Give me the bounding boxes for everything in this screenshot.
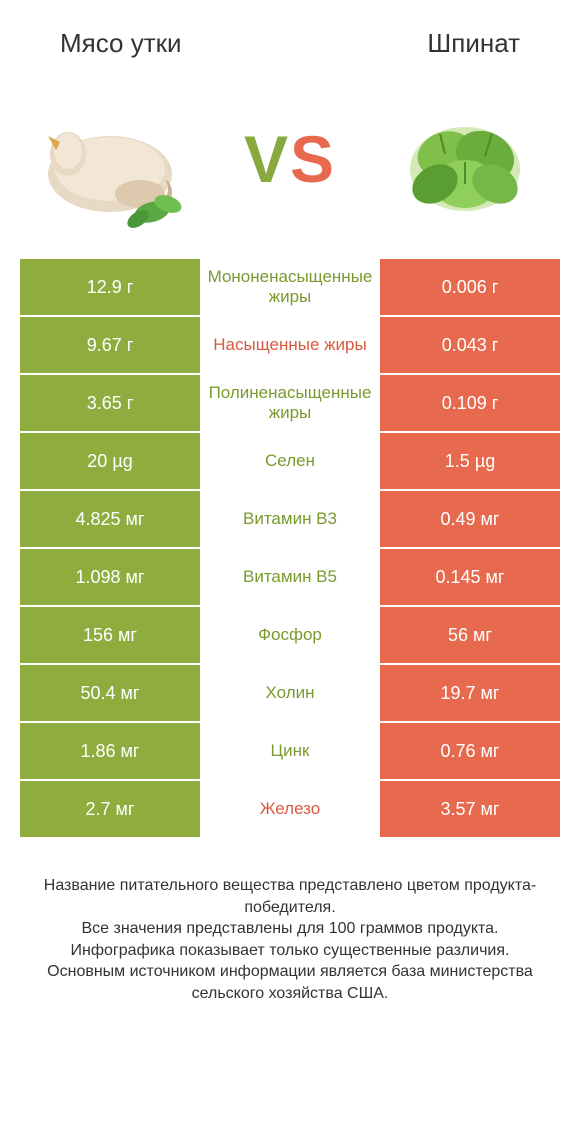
left-value-cell: 3.65 г — [20, 375, 200, 431]
duck-image — [30, 84, 200, 234]
table-row: 1.098 мгВитамин B50.145 мг — [20, 549, 560, 607]
table-row: 20 µgСелен1.5 µg — [20, 433, 560, 491]
left-product-title: Мясо утки — [60, 28, 182, 59]
right-value-cell: 0.109 г — [380, 375, 560, 431]
table-row: 4.825 мгВитамин B30.49 мг — [20, 491, 560, 549]
footer-line: Все значения представлены для 100 граммо… — [28, 918, 552, 940]
header: Мясо утки Шпинат — [0, 0, 580, 69]
left-value-cell: 156 мг — [20, 607, 200, 663]
hero-row: VS — [0, 69, 580, 259]
right-value-cell: 1.5 µg — [380, 433, 560, 489]
comparison-table: 12.9 гМононенасыщенные жиры0.006 г9.67 г… — [20, 259, 560, 839]
right-value-cell: 3.57 мг — [380, 781, 560, 837]
vs-v: V — [244, 122, 290, 196]
left-value-cell: 50.4 мг — [20, 665, 200, 721]
nutrient-label-cell: Цинк — [200, 723, 380, 779]
left-value-cell: 9.67 г — [20, 317, 200, 373]
table-row: 50.4 мгХолин19.7 мг — [20, 665, 560, 723]
footer-line: Основным источником информации является … — [28, 961, 552, 1004]
right-value-cell: 19.7 мг — [380, 665, 560, 721]
nutrient-label-cell: Селен — [200, 433, 380, 489]
table-row: 2.7 мгЖелезо3.57 мг — [20, 781, 560, 839]
left-value-cell: 20 µg — [20, 433, 200, 489]
table-row: 1.86 мгЦинк0.76 мг — [20, 723, 560, 781]
table-row: 3.65 гПолиненасыщенные жиры0.109 г — [20, 375, 560, 433]
table-row: 156 мгФосфор56 мг — [20, 607, 560, 665]
table-row: 12.9 гМононенасыщенные жиры0.006 г — [20, 259, 560, 317]
footer-notes: Название питательного вещества представл… — [0, 839, 580, 1005]
right-value-cell: 0.043 г — [380, 317, 560, 373]
spinach-image — [380, 84, 550, 234]
right-value-cell: 0.49 мг — [380, 491, 560, 547]
right-value-cell: 0.145 мг — [380, 549, 560, 605]
left-value-cell: 1.098 мг — [20, 549, 200, 605]
right-value-cell: 56 мг — [380, 607, 560, 663]
footer-line: Название питательного вещества представл… — [28, 875, 552, 918]
nutrient-label-cell: Холин — [200, 665, 380, 721]
nutrient-label-cell: Витамин B5 — [200, 549, 380, 605]
nutrient-label-cell: Железо — [200, 781, 380, 837]
right-value-cell: 0.006 г — [380, 259, 560, 315]
nutrient-label-cell: Полиненасыщенные жиры — [200, 375, 380, 431]
right-value-cell: 0.76 мг — [380, 723, 560, 779]
nutrient-label-cell: Насыщенные жиры — [200, 317, 380, 373]
left-value-cell: 1.86 мг — [20, 723, 200, 779]
right-product-title: Шпинат — [427, 28, 520, 59]
nutrient-label-cell: Фосфор — [200, 607, 380, 663]
footer-line: Инфографика показывает только существенн… — [28, 940, 552, 962]
nutrient-label-cell: Витамин B3 — [200, 491, 380, 547]
vs-s: S — [290, 122, 336, 196]
left-value-cell: 2.7 мг — [20, 781, 200, 837]
left-value-cell: 4.825 мг — [20, 491, 200, 547]
left-value-cell: 12.9 г — [20, 259, 200, 315]
vs-label: VS — [244, 121, 336, 197]
nutrient-label-cell: Мононенасыщенные жиры — [200, 259, 380, 315]
table-row: 9.67 гНасыщенные жиры0.043 г — [20, 317, 560, 375]
